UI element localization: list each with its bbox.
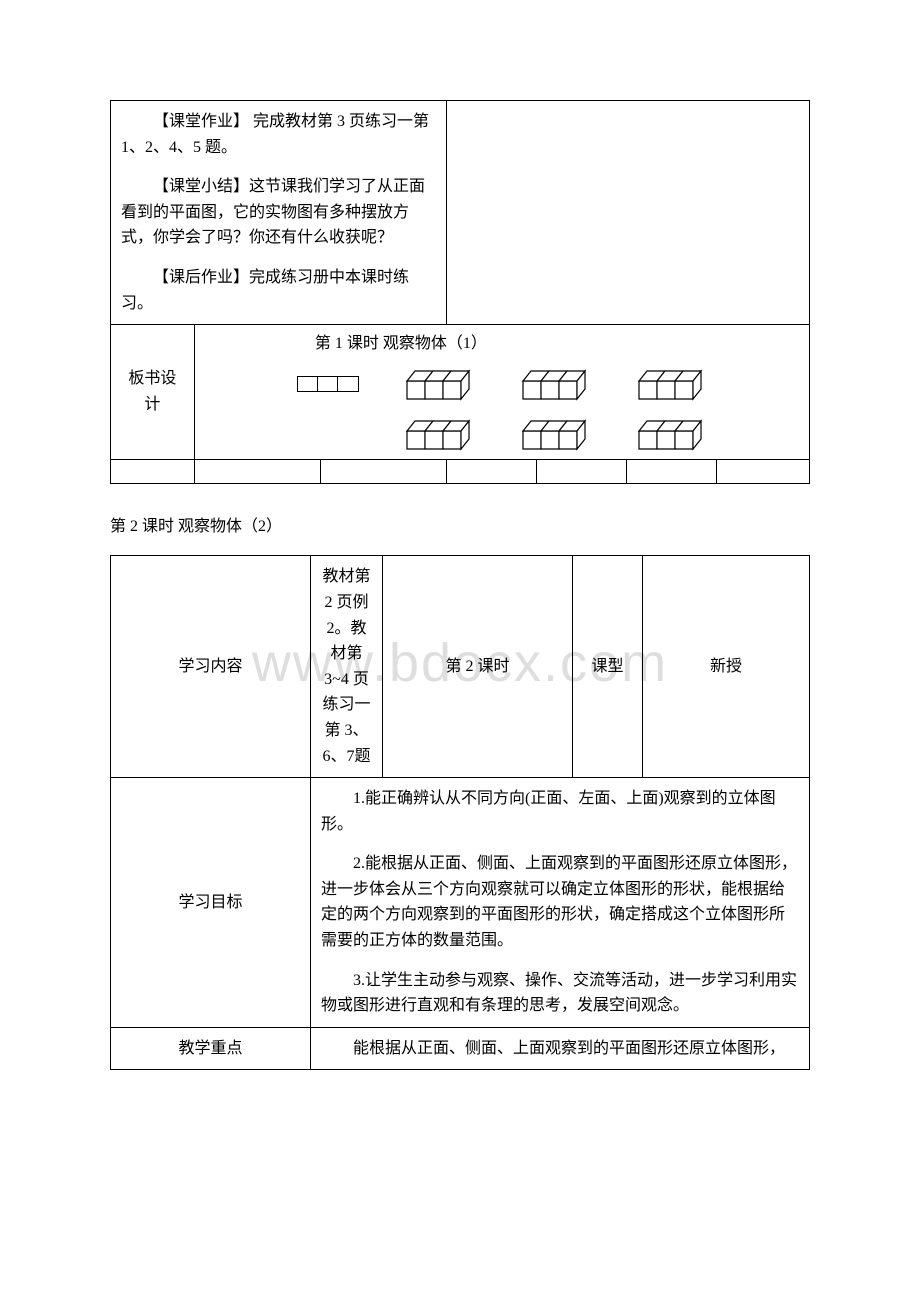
goal-2: 2.能根据从正面、侧面、上面观察到的平面图形还原立体图形，进一步体会从三个方向观… bbox=[321, 851, 799, 953]
t2-r3-content: 能根据从正面、侧面、上面观察到的平面图形还原立体图形， bbox=[311, 1027, 810, 1070]
cube-shape-a3 bbox=[631, 367, 707, 401]
t2-r2-content: 1.能正确辨认从不同方向(正面、左面、上面)观察到的立体图形。 2.能根据从正面… bbox=[311, 778, 810, 1028]
t2-r1-c4: 课型 bbox=[573, 556, 643, 778]
board-design-content: 第 1 课时 观察物体（1） bbox=[194, 325, 809, 460]
section2-heading: 第 2 课时 观察物体（2） bbox=[110, 514, 810, 540]
t2-r1-c2: 教材第 2 页例 2。教材第 3~4 页练习一第 3、6、7题 bbox=[311, 556, 383, 778]
cube-shape-a1 bbox=[399, 367, 475, 401]
t2-r1-c1: 学习内容 bbox=[111, 556, 311, 778]
t2-r3-c1: 教学重点 bbox=[111, 1027, 311, 1070]
cube-diagram-rows bbox=[205, 367, 799, 451]
front-view-3 bbox=[297, 376, 359, 392]
cube-row-2 bbox=[297, 417, 707, 451]
afterclass-text: 【课后作业】完成练习册中本课时练习。 bbox=[121, 265, 436, 316]
t2-r1-c3: 第 2 课时 bbox=[383, 556, 573, 778]
homework-cell: 【课堂作业】 完成教材第 3 页练习一第 1、2、4、5 题。 【课堂小结】这节… bbox=[111, 101, 447, 325]
cube-shape-a2 bbox=[515, 367, 591, 401]
board-title: 第 1 课时 观察物体（1） bbox=[205, 331, 799, 357]
goal-3: 3.让学生主动参与观察、操作、交流等活动，进一步学习利用实物或图形进行直观和有条… bbox=[321, 968, 799, 1019]
empty-bottom-row bbox=[111, 459, 810, 483]
table-lesson1: 【课堂作业】 完成教材第 3 页练习一第 1、2、4、5 题。 【课堂小结】这节… bbox=[110, 100, 810, 484]
classwork-text: 【课堂作业】 完成教材第 3 页练习一第 1、2、4、5 题。 bbox=[121, 109, 436, 160]
t2-r2-c1: 学习目标 bbox=[111, 778, 311, 1028]
empty-right-cell bbox=[446, 101, 810, 325]
keypoint-text: 能根据从正面、侧面、上面观察到的平面图形还原立体图形， bbox=[321, 1036, 799, 1062]
table-lesson2: 学习内容 教材第 2 页例 2。教材第 3~4 页练习一第 3、6、7题 第 2… bbox=[110, 555, 810, 1070]
cube-shape-b3 bbox=[631, 417, 707, 451]
goal-1: 1.能正确辨认从不同方向(正面、左面、上面)观察到的立体图形。 bbox=[321, 786, 799, 837]
cube-shape-b1 bbox=[399, 417, 475, 451]
cube-shape-b2 bbox=[515, 417, 591, 451]
t2-r1-c5: 新授 bbox=[643, 556, 810, 778]
board-design-label: 板书设计 bbox=[111, 325, 195, 460]
summary-text: 【课堂小结】这节课我们学习了从正面看到的平面图，它的实物图有多种摆放方式，你学会… bbox=[121, 174, 436, 251]
cube-row-1 bbox=[297, 367, 707, 401]
